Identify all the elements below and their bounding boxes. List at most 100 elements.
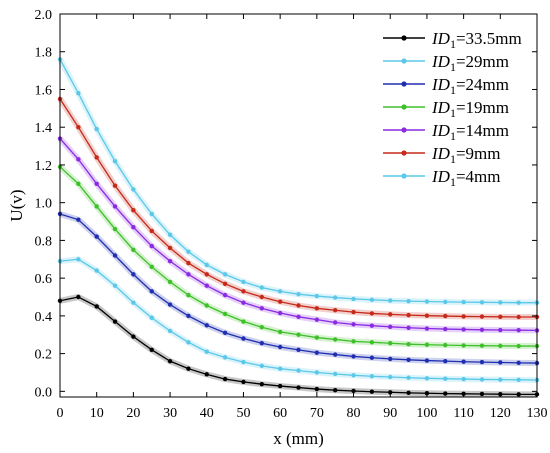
x-axis-label: x (mm) — [273, 429, 324, 448]
data-point — [314, 335, 320, 340]
data-point — [131, 272, 136, 277]
data-point — [112, 158, 118, 164]
data-point — [149, 264, 154, 270]
data-point — [241, 319, 246, 324]
data-point — [259, 341, 265, 346]
data-point — [186, 366, 191, 371]
plot-frame — [59, 13, 538, 398]
data-point — [498, 360, 503, 365]
data-point — [516, 328, 521, 333]
data-point — [222, 330, 228, 336]
y-tick-label: 0.8 — [35, 234, 53, 249]
data-point — [167, 328, 173, 334]
data-point — [259, 285, 265, 290]
data-point — [332, 388, 338, 393]
data-point — [424, 342, 430, 347]
data-point — [461, 299, 466, 305]
data-point — [479, 300, 485, 305]
x-tick-label: 110 — [453, 406, 473, 421]
data-point — [241, 379, 246, 385]
data-point — [149, 347, 154, 353]
data-point — [314, 370, 320, 375]
data-point — [241, 336, 246, 341]
legend: ID1=33.5mmID1=29mmID1=24mmID1=19mmID1=14… — [383, 29, 522, 189]
x-tick-label: 80 — [347, 406, 361, 421]
data-point — [149, 243, 154, 249]
x-tick-label: 10 — [90, 406, 104, 421]
data-point — [131, 187, 136, 192]
data-point — [131, 300, 136, 305]
y-tick-label: 0.0 — [35, 385, 53, 400]
data-point — [351, 373, 356, 378]
legend-label: ID1=29mm — [431, 52, 509, 74]
data-point — [332, 308, 338, 313]
data-point — [204, 272, 209, 277]
legend-label: ID1=33.5mm — [431, 29, 522, 51]
data-point — [406, 312, 411, 318]
y-tick-label: 0.2 — [35, 348, 53, 363]
data-point — [94, 181, 99, 187]
data-point — [186, 292, 191, 298]
data-point — [461, 343, 466, 348]
data-point — [369, 311, 375, 316]
data-point — [516, 392, 521, 397]
legend-swatch-marker — [401, 150, 407, 156]
data-point — [167, 279, 173, 285]
y-axis-label: U(v) — [7, 189, 26, 221]
data-point — [406, 375, 411, 380]
data-point — [76, 157, 81, 162]
data-point — [76, 217, 81, 222]
y-tick-label: 0.4 — [35, 310, 53, 325]
data-point — [443, 391, 448, 396]
y-tick-label: 1.6 — [35, 83, 53, 98]
data-point — [131, 334, 136, 339]
data-point — [314, 386, 320, 392]
data-point — [443, 358, 448, 364]
data-point — [76, 181, 81, 187]
data-point — [186, 272, 191, 277]
data-point — [222, 292, 228, 298]
data-point — [131, 247, 136, 253]
data-point — [112, 283, 118, 288]
data-point — [369, 340, 375, 345]
series-2 — [57, 256, 540, 384]
data-point — [406, 390, 411, 396]
data-point — [76, 91, 81, 96]
data-point — [461, 376, 466, 382]
y-tick-label: 1.4 — [35, 121, 53, 136]
data-point — [332, 337, 338, 342]
data-point — [516, 377, 521, 383]
x-tick-label: 130 — [527, 406, 548, 421]
data-point — [204, 323, 209, 328]
data-point — [259, 381, 265, 387]
data-point — [479, 377, 485, 382]
legend-item: ID1=9mm — [383, 144, 501, 166]
data-point — [351, 354, 356, 359]
data-point — [351, 339, 356, 344]
data-point — [296, 368, 301, 373]
data-point — [516, 300, 521, 305]
data-point — [222, 281, 228, 286]
legend-swatch-marker — [401, 173, 407, 179]
data-point — [351, 388, 356, 394]
data-point — [369, 374, 375, 379]
data-point — [94, 304, 99, 309]
data-point — [498, 327, 503, 333]
data-point — [167, 302, 173, 307]
legend-swatch-marker — [401, 104, 407, 110]
y-tick-label: 1.0 — [35, 197, 53, 212]
data-point — [424, 326, 430, 331]
series-6 — [57, 96, 540, 321]
data-point — [94, 204, 99, 209]
data-point — [259, 306, 265, 311]
data-point — [277, 344, 283, 350]
series-5 — [57, 136, 540, 334]
data-point — [314, 317, 320, 322]
legend-item: ID1=14mm — [383, 121, 509, 143]
data-point — [167, 358, 173, 364]
y-tick-label: 0.6 — [35, 272, 53, 287]
data-point — [296, 347, 301, 353]
data-point — [296, 291, 301, 297]
data-point — [112, 319, 118, 324]
series-7 — [57, 57, 540, 306]
